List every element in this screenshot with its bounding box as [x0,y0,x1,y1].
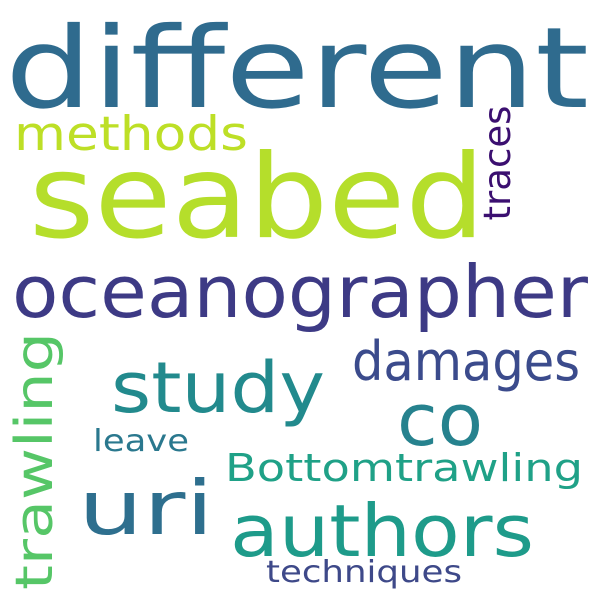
word-methods: methods [14,107,248,162]
word-trawling: trawling [5,332,65,590]
word-damages: damages [352,330,580,393]
word-traces: traces [476,106,519,221]
word-different: different [5,4,589,134]
word-authors: authors [230,489,534,573]
word-techniques: techniques [266,555,462,590]
word-seabed: seabed [29,130,485,265]
word-study: study [111,347,325,429]
word-co: co [397,378,483,462]
word-oceanographer: oceanographer [12,250,588,334]
word-uri: uri [78,464,214,552]
word-leave: leave [93,424,189,459]
word-bottomtrawling: Bottomtrawling [225,446,583,490]
